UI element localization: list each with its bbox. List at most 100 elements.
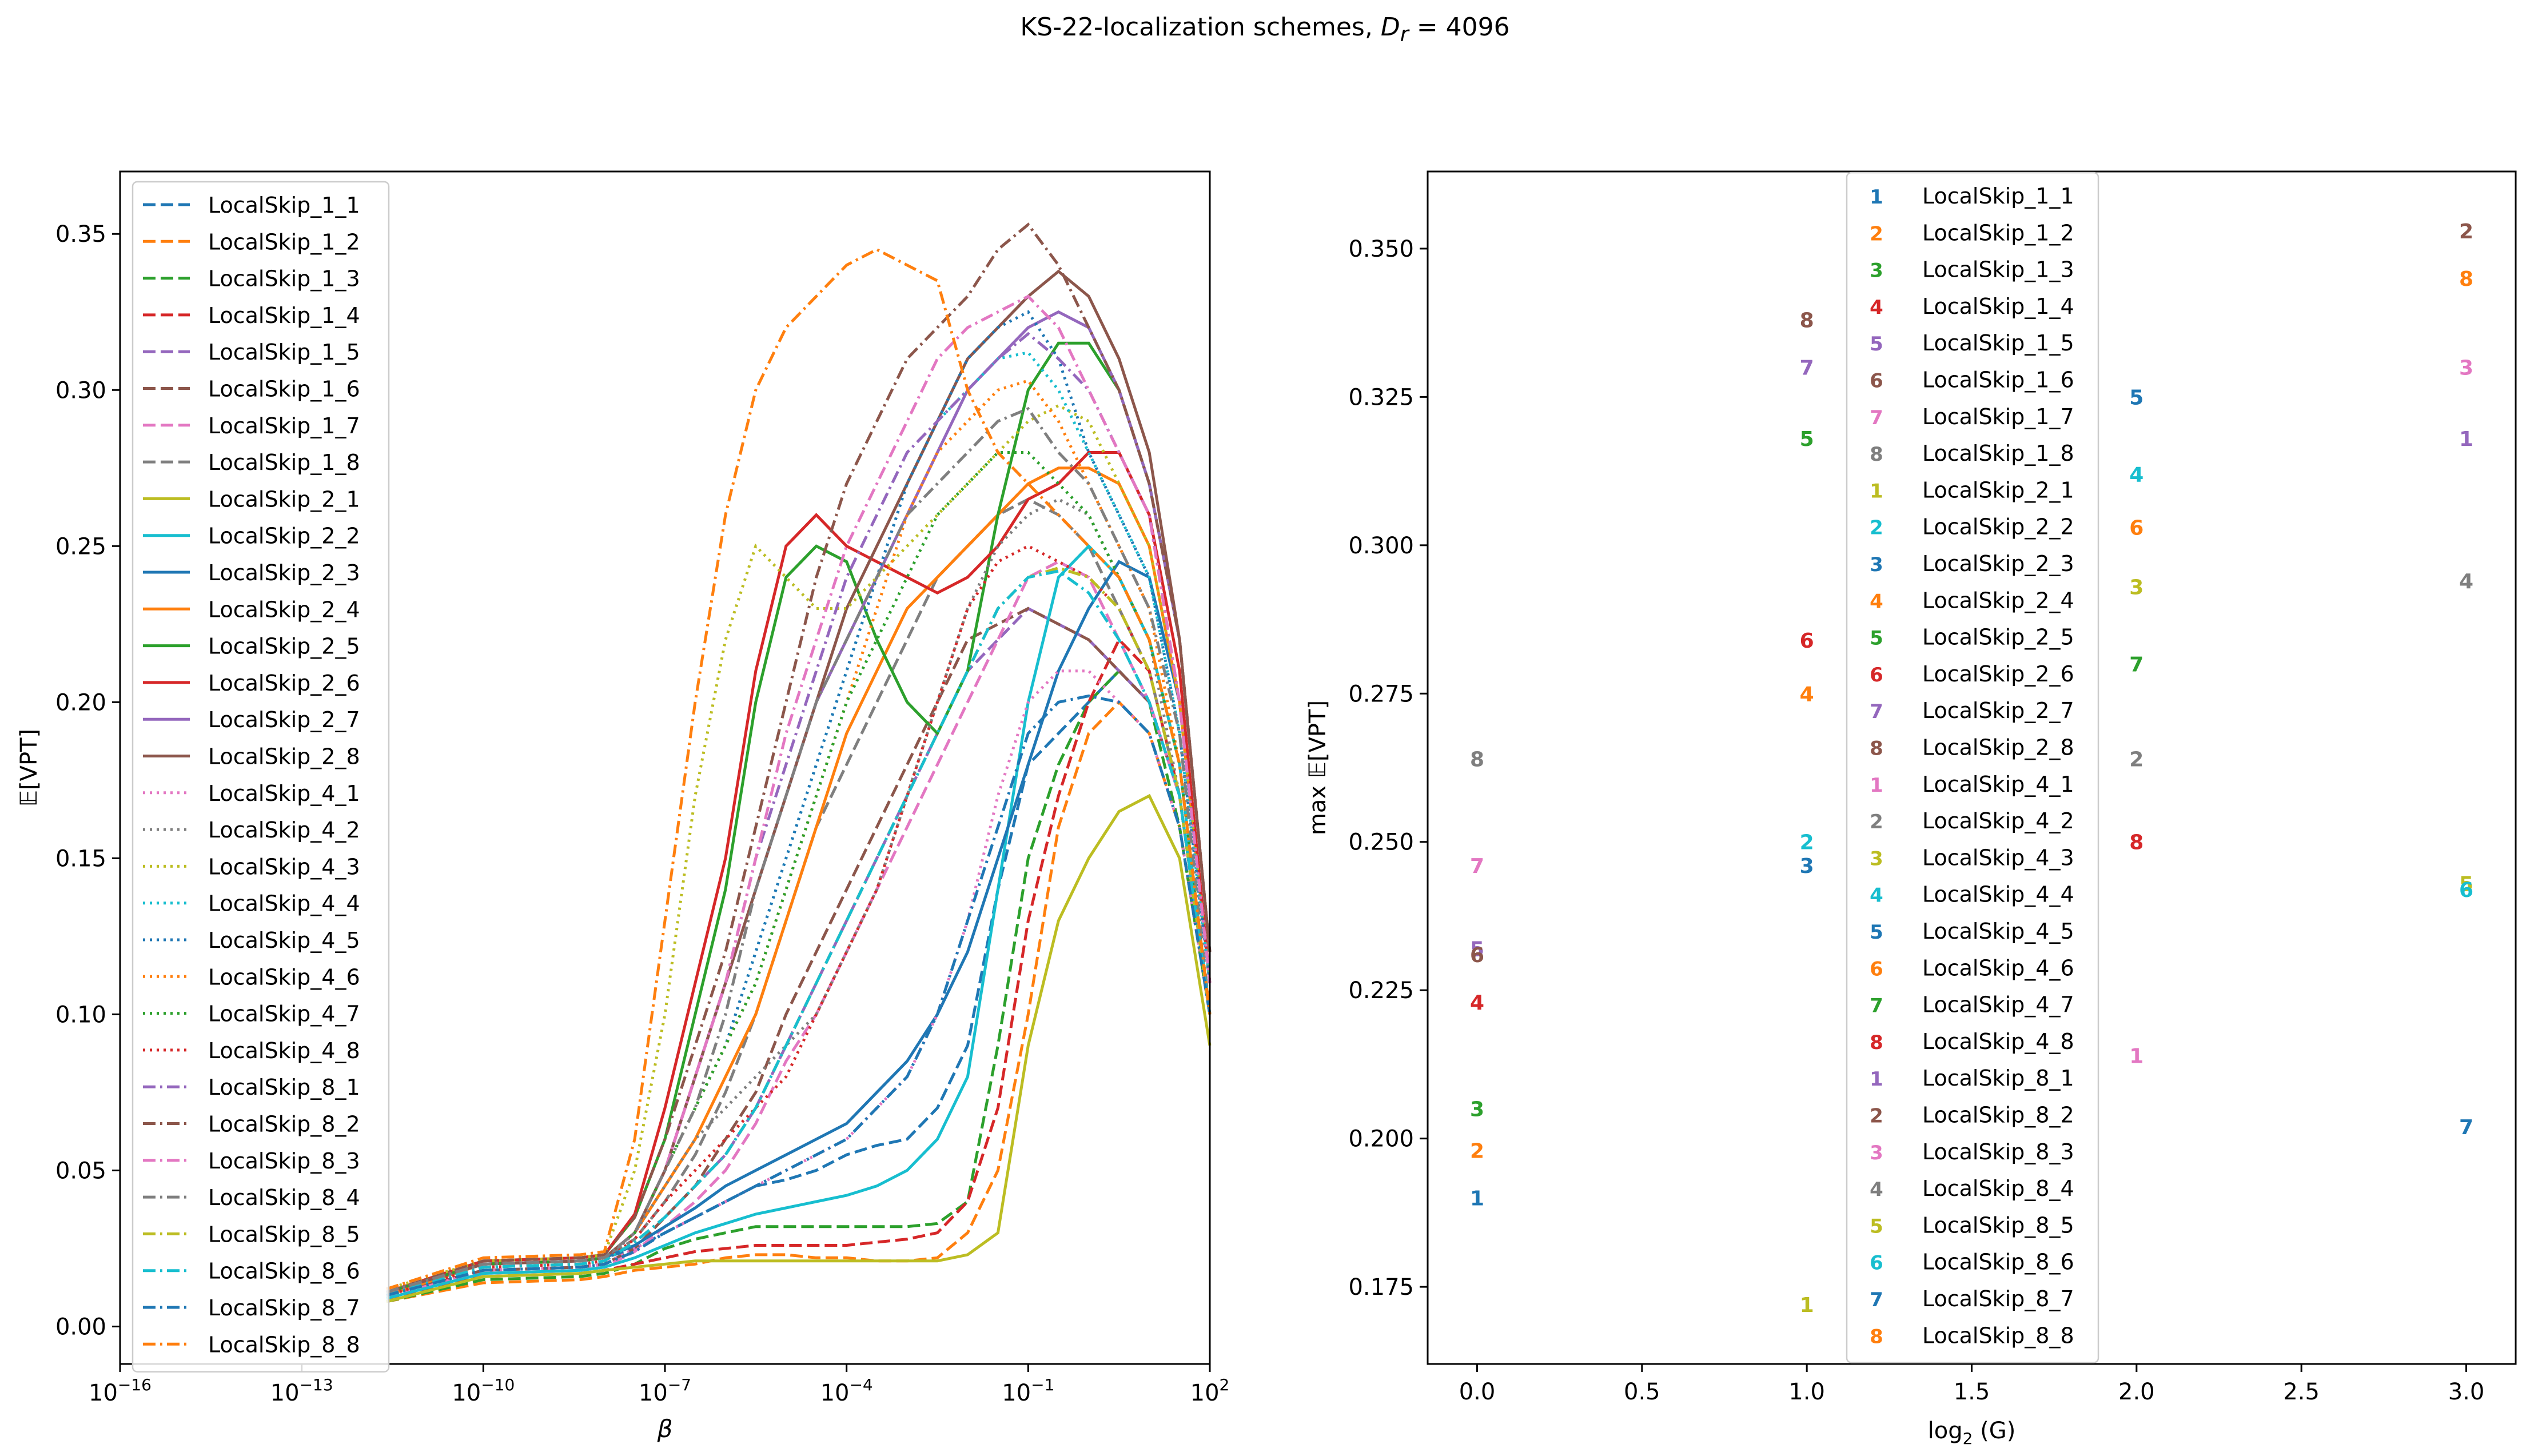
scatter-point-LocalSkip_2_8: 8	[1800, 309, 1814, 332]
scatter-point-LocalSkip_8_5: 5	[2459, 872, 2473, 896]
legend-marker-LocalSkip_1_1: 1	[1870, 186, 1883, 209]
legend-marker-LocalSkip_4_4: 4	[1870, 884, 1883, 907]
y-tick-label: 0.300	[1348, 533, 1414, 559]
legend-label-LocalSkip_4_8: LocalSkip_4_8	[208, 1038, 360, 1063]
legend-label-LocalSkip_4_5: LocalSkip_4_5	[208, 928, 360, 953]
scatter-point-LocalSkip_2_3: 3	[1800, 855, 1814, 878]
series-line-LocalSkip_1_1	[386, 669, 1212, 1297]
series-line-LocalSkip_4_1	[386, 669, 1212, 1297]
scatter-point-LocalSkip_1_1: 1	[1470, 1187, 1484, 1210]
x-tick-label: 102	[1190, 1375, 1230, 1406]
figure-title-eq: = 4096	[1416, 13, 1510, 42]
legend-marker-LocalSkip_2_2: 2	[1870, 517, 1883, 540]
scatter-point-LocalSkip_1_7: 7	[1470, 855, 1484, 878]
legend-marker-LocalSkip_1_3: 3	[1870, 260, 1883, 282]
series-line-LocalSkip_2_4	[386, 466, 1212, 1297]
series-line-LocalSkip_2_8	[386, 269, 1212, 1294]
scatter-point-LocalSkip_2_6: 6	[1800, 629, 1814, 653]
legend-label-LocalSkip_4_3: LocalSkip_4_3	[208, 854, 360, 879]
legend-label-LocalSkip_1_8: LocalSkip_1_8	[208, 450, 360, 475]
legend-label-LocalSkip_1_7: LocalSkip_1_7	[208, 413, 360, 438]
legend-label-LocalSkip_2_2: LocalSkip_2_2	[1922, 514, 2074, 540]
series-line-LocalSkip_1_2	[386, 700, 1212, 1303]
legend-marker-LocalSkip_1_6: 6	[1870, 370, 1883, 393]
series-line-LocalSkip_1_4	[386, 637, 1212, 1300]
legend-marker-LocalSkip_1_4: 4	[1870, 296, 1883, 319]
series-line-LocalSkip_2_1	[386, 793, 1212, 1303]
legend-label-LocalSkip_8_6: LocalSkip_8_6	[208, 1259, 360, 1284]
series-line-LocalSkip_4_5	[386, 310, 1212, 1294]
legend-marker-LocalSkip_8_4: 4	[1870, 1178, 1883, 1201]
series-line-LocalSkip_4_2	[386, 497, 1212, 1297]
x-tick-label: 10−1	[1002, 1375, 1054, 1406]
series-line-LocalSkip_4_3	[386, 404, 1212, 1291]
series-line-LocalSkip_1_6	[386, 607, 1212, 1297]
scatter-point-LocalSkip_8_2: 2	[2459, 220, 2473, 244]
series-line-LocalSkip_1_8	[386, 497, 1212, 1294]
series-line-LocalSkip_2_7	[386, 310, 1212, 1294]
legend-marker-LocalSkip_1_7: 7	[1870, 406, 1883, 429]
legend-label-LocalSkip_1_3: LocalSkip_1_3	[208, 266, 360, 292]
legend-marker-LocalSkip_4_3: 3	[1870, 847, 1883, 870]
legend-label-LocalSkip_2_7: LocalSkip_2_7	[208, 707, 360, 732]
x-tick-label: 2.5	[2283, 1379, 2320, 1405]
left-legend: LocalSkip_1_1 LocalSkip_1_2 LocalSkip_1_3 L…	[132, 181, 390, 1373]
scatter-point-LocalSkip_1_4: 4	[1470, 991, 1484, 1015]
legend-label-LocalSkip_1_6: LocalSkip_1_6	[208, 377, 360, 402]
legend-marker-LocalSkip_8_1: 1	[1870, 1068, 1883, 1091]
legend-label-LocalSkip_8_5: LocalSkip_8_5	[1922, 1212, 2074, 1238]
y-tick-label: 0.275	[1348, 681, 1414, 707]
legend-label-LocalSkip_4_6: LocalSkip_4_6	[208, 964, 360, 990]
scatter-point-LocalSkip_8_6: 6	[2459, 879, 2473, 902]
legend-marker-LocalSkip_2_4: 4	[1870, 590, 1883, 613]
y-tick-label: 0.20	[55, 689, 106, 716]
legend-marker-LocalSkip_4_8: 8	[1870, 1031, 1883, 1054]
legend-label-LocalSkip_1_2: LocalSkip_1_2	[208, 229, 360, 254]
legend-marker-LocalSkip_4_1: 1	[1870, 774, 1883, 797]
scatter-point-LocalSkip_8_3: 3	[2459, 356, 2473, 380]
scatter-point-LocalSkip_4_7: 7	[2129, 653, 2143, 676]
legend-label-LocalSkip_2_4: LocalSkip_2_4	[208, 597, 360, 622]
scatter-point-LocalSkip_4_4: 4	[2129, 463, 2143, 486]
legend-marker-LocalSkip_2_5: 5	[1870, 627, 1883, 650]
legend-label-LocalSkip_8_4: LocalSkip_8_4	[208, 1185, 360, 1210]
legend-label-LocalSkip_8_7: LocalSkip_8_7	[1922, 1286, 2074, 1311]
x-tick-label: 1.0	[1788, 1379, 1825, 1405]
legend-label-LocalSkip_4_8: LocalSkip_4_8	[1922, 1029, 2074, 1054]
left-legend-box	[132, 181, 390, 1373]
series-line-LocalSkip_4_7	[386, 451, 1212, 1294]
legend-marker-LocalSkip_8_8: 8	[1870, 1325, 1883, 1348]
y-tick-label: 0.00	[55, 1314, 106, 1340]
legend-label-LocalSkip_4_7: LocalSkip_4_7	[1922, 992, 2074, 1018]
legend-marker-LocalSkip_1_2: 2	[1870, 222, 1883, 245]
series-line-LocalSkip_8_4	[386, 406, 1212, 1294]
legend-marker-LocalSkip_4_5: 5	[1870, 921, 1883, 944]
legend-label-LocalSkip_2_7: LocalSkip_2_7	[1922, 698, 2074, 723]
x-tick-label: 0.5	[1624, 1379, 1660, 1405]
legend-label-LocalSkip_8_3: LocalSkip_8_3	[1922, 1139, 2074, 1164]
series-line-LocalSkip_4_6	[386, 378, 1212, 1294]
legend-label-LocalSkip_2_5: LocalSkip_2_5	[1922, 625, 2074, 650]
x-tick-label: 0.0	[1459, 1379, 1496, 1405]
y-tick-label: 0.225	[1348, 978, 1414, 1004]
legend-label-LocalSkip_1_4: LocalSkip_1_4	[208, 303, 360, 328]
scatter-point-LocalSkip_4_6: 6	[2129, 517, 2143, 540]
legend-label-LocalSkip_2_4: LocalSkip_2_4	[1922, 588, 2074, 613]
y-axis-label: max 𝔼[VPT]	[1305, 700, 1331, 835]
legend-label-LocalSkip_8_4: LocalSkip_8_4	[1922, 1176, 2074, 1201]
x-axis-label: β	[657, 1415, 673, 1443]
x-tick-label: 10−13	[270, 1375, 333, 1406]
legend-label-LocalSkip_2_8: LocalSkip_2_8	[1922, 735, 2074, 760]
x-axis-label: log2 (G)	[1928, 1418, 2016, 1448]
legend-label-LocalSkip_1_1: LocalSkip_1_1	[208, 193, 360, 218]
y-tick-label: 0.325	[1348, 384, 1414, 410]
legend-label-LocalSkip_4_2: LocalSkip_4_2	[1922, 808, 2074, 833]
legend-label-LocalSkip_4_3: LocalSkip_4_3	[1922, 845, 2074, 870]
legend-label-LocalSkip_2_1: LocalSkip_2_1	[208, 486, 360, 512]
series-line-LocalSkip_8_7	[386, 694, 1212, 1297]
legend-label-LocalSkip_4_7: LocalSkip_4_7	[208, 1002, 360, 1027]
right-legend-box	[1846, 171, 2099, 1363]
legend-marker-LocalSkip_2_3: 3	[1870, 553, 1883, 576]
